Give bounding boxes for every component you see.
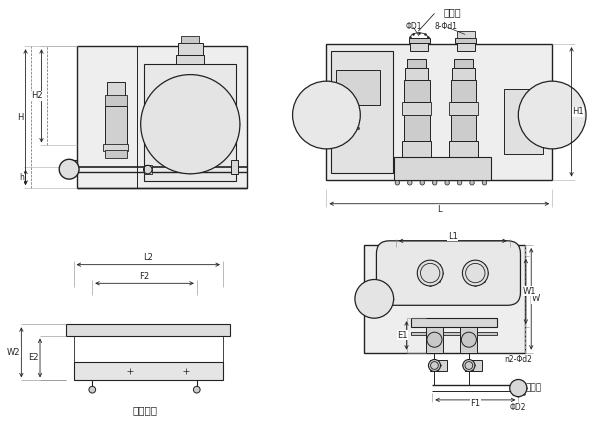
Circle shape [428, 359, 440, 372]
Text: L: L [437, 205, 442, 214]
Text: W1: W1 [523, 287, 536, 296]
Bar [452, 68, 475, 80]
Text: 进水口: 进水口 [443, 7, 461, 18]
Bar [181, 36, 199, 43]
Bar [407, 58, 426, 68]
Circle shape [292, 81, 361, 149]
Text: E1: E1 [397, 331, 408, 340]
Bar [449, 141, 478, 157]
Text: E2: E2 [28, 353, 39, 362]
Circle shape [463, 260, 488, 286]
Bar [404, 80, 429, 102]
Circle shape [432, 181, 437, 185]
FancyBboxPatch shape [376, 241, 521, 305]
Text: W: W [532, 295, 539, 303]
Bar [77, 46, 247, 188]
Bar [178, 43, 203, 55]
Bar [402, 141, 431, 157]
Text: L1: L1 [448, 232, 458, 241]
Bar [364, 245, 525, 353]
Bar [426, 327, 443, 353]
Circle shape [355, 280, 394, 318]
Circle shape [482, 181, 487, 185]
Text: L2: L2 [143, 253, 153, 262]
Bar [331, 50, 393, 173]
Bar [404, 115, 429, 141]
Circle shape [395, 181, 400, 185]
Bar [451, 80, 477, 102]
Bar [451, 115, 477, 141]
Circle shape [420, 181, 425, 185]
Bar [107, 82, 125, 96]
Text: ΦD2: ΦD2 [510, 403, 527, 412]
Bar [464, 360, 482, 371]
Bar [409, 38, 429, 43]
Text: 8-Φd1: 8-Φd1 [434, 22, 457, 31]
Circle shape [463, 359, 475, 372]
Circle shape [408, 181, 412, 185]
Circle shape [193, 386, 200, 393]
Bar [70, 160, 77, 174]
Text: h: h [19, 173, 24, 182]
Bar [457, 31, 475, 38]
Circle shape [427, 332, 442, 347]
Bar [411, 332, 497, 335]
Bar [457, 43, 475, 50]
Bar [105, 95, 126, 107]
Circle shape [417, 260, 443, 286]
Circle shape [141, 74, 240, 174]
Bar [454, 58, 473, 68]
Bar [176, 55, 205, 64]
Bar [144, 64, 236, 181]
Text: 出水口: 出水口 [525, 384, 541, 393]
Text: F1: F1 [471, 399, 480, 408]
Bar [402, 102, 431, 115]
Text: F2: F2 [140, 272, 150, 281]
Text: W2: W2 [7, 348, 21, 357]
Bar [326, 44, 552, 180]
Bar [430, 360, 448, 371]
Circle shape [461, 332, 477, 347]
Bar [74, 362, 223, 381]
Circle shape [457, 181, 462, 185]
Bar [411, 318, 497, 327]
Bar [144, 165, 152, 174]
Circle shape [445, 181, 449, 185]
Text: ΦD1: ΦD1 [405, 22, 422, 31]
Circle shape [59, 159, 79, 179]
Text: n2-Φd2: n2-Φd2 [504, 355, 532, 363]
Bar [103, 144, 128, 151]
Bar [405, 68, 428, 80]
Bar [105, 150, 126, 158]
Text: 控制柜底: 控制柜底 [132, 405, 157, 415]
Bar [449, 102, 478, 115]
Bar [455, 38, 477, 43]
Text: H1: H1 [572, 108, 584, 116]
Bar [231, 160, 238, 174]
Circle shape [470, 181, 474, 185]
Bar [504, 89, 542, 154]
Text: H: H [17, 113, 24, 122]
Bar [410, 43, 428, 50]
Circle shape [89, 386, 95, 393]
Circle shape [510, 379, 527, 396]
Bar [66, 324, 230, 335]
Text: H2: H2 [31, 91, 43, 100]
Bar [394, 157, 491, 180]
Bar [460, 327, 478, 353]
Circle shape [518, 81, 586, 149]
Bar [336, 70, 380, 105]
Bar [105, 107, 126, 145]
